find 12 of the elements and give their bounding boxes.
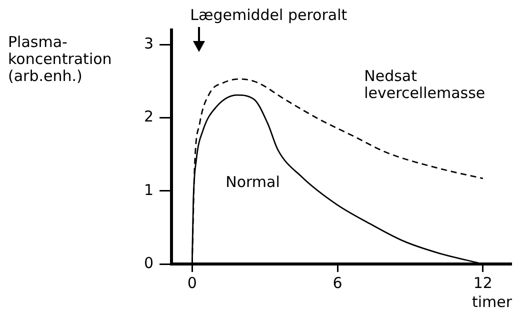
- text: Nedsat levercellemasse: [364, 67, 486, 102]
- series-label: Normal: [226, 172, 280, 191]
- x-tick-label: 12: [473, 274, 492, 292]
- y-tick-label: 1: [144, 180, 154, 199]
- y-axis-title: Plasma-koncentration (arb.enh.): [8, 33, 113, 85]
- x-tick-label: 6: [332, 274, 342, 292]
- y-tick-label: 2: [144, 108, 154, 126]
- x-axis-title: timer: [472, 292, 513, 311]
- text: Lægemiddel peroralt: [190, 6, 348, 24]
- x-tick-label: 0: [187, 274, 197, 292]
- y-tick-label: 3: [144, 34, 154, 53]
- y-tick-label: 0: [144, 254, 154, 272]
